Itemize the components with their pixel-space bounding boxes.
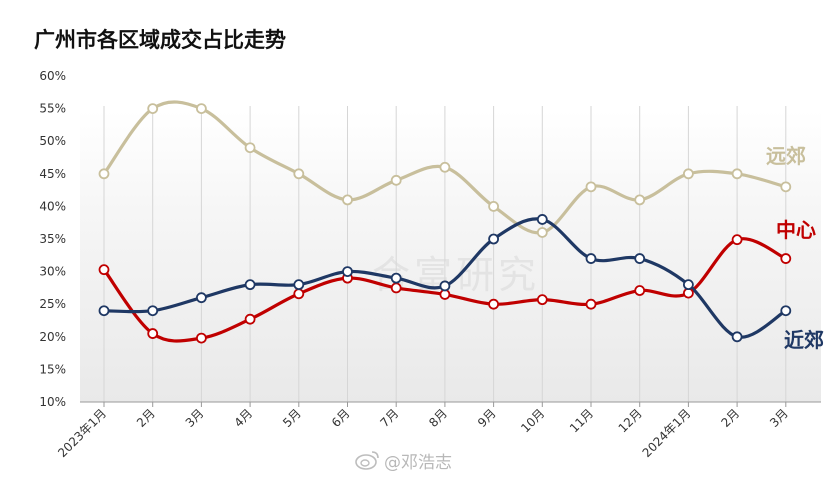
- x-tick-label: 2024年1月: [640, 406, 694, 460]
- data-point: [98, 264, 110, 276]
- x-tick-label: 3月: [767, 406, 791, 430]
- data-point: [244, 313, 256, 325]
- data-point: [293, 279, 305, 291]
- x-tick-label: 12月: [616, 406, 645, 435]
- data-point: [683, 279, 694, 291]
- data-point: [342, 194, 353, 206]
- data-point: [147, 305, 159, 317]
- y-tick-label: 40%: [39, 199, 66, 213]
- data-point: [147, 103, 159, 114]
- data-point: [634, 253, 646, 264]
- x-tick-label: 6月: [329, 406, 353, 430]
- data-point: [780, 305, 792, 317]
- data-point: [585, 253, 597, 264]
- data-point: [488, 298, 500, 310]
- data-point: [536, 294, 548, 306]
- series-label: 中心: [776, 218, 816, 242]
- x-tick-label: 2023年1月: [55, 406, 109, 460]
- x-tick-label: 7月: [378, 406, 402, 430]
- y-tick-label: 35%: [39, 232, 66, 246]
- data-point: [585, 181, 597, 193]
- weibo-attribution: @邓浩志: [355, 451, 452, 473]
- x-tick-label: 10月: [518, 406, 547, 435]
- data-point: [731, 234, 743, 246]
- data-point: [780, 181, 792, 193]
- y-tick-label: 60%: [39, 69, 66, 83]
- data-point: [585, 298, 597, 310]
- x-tick-label: 9月: [475, 406, 499, 430]
- chart-title: 广州市各区域成交占比走势: [34, 28, 286, 52]
- data-point: [293, 168, 305, 180]
- plot-background: [80, 110, 821, 402]
- y-tick-label: 15%: [39, 362, 66, 376]
- data-point: [244, 142, 256, 154]
- data-point: [195, 103, 207, 114]
- data-point: [98, 305, 110, 317]
- data-point: [98, 168, 110, 180]
- data-point: [439, 161, 451, 173]
- data-point: [634, 285, 646, 296]
- data-point: [147, 328, 159, 339]
- y-tick-label: 20%: [39, 330, 66, 344]
- data-point: [293, 288, 305, 300]
- x-tick-label: 5月: [280, 406, 304, 430]
- x-tick-label: 2月: [134, 406, 158, 430]
- x-tick-label: 8月: [426, 406, 450, 430]
- x-tick-label: 2月: [718, 406, 742, 430]
- data-point: [731, 331, 743, 343]
- y-tick-label: 45%: [39, 167, 66, 181]
- data-point: [536, 214, 548, 225]
- data-point: [780, 253, 792, 264]
- y-tick-label: 55%: [39, 102, 66, 116]
- data-point: [195, 332, 207, 344]
- data-point: [390, 272, 402, 284]
- data-point: [439, 280, 451, 292]
- data-point: [342, 266, 353, 278]
- data-point: [244, 279, 256, 291]
- data-point: [390, 174, 402, 186]
- y-tick-label: 10%: [39, 395, 66, 409]
- y-tick-label: 30%: [39, 265, 66, 279]
- data-point: [390, 282, 402, 294]
- data-point: [488, 233, 500, 245]
- x-tick-label: 4月: [231, 406, 255, 430]
- data-point: [731, 168, 743, 180]
- data-point: [536, 227, 548, 238]
- data-point: [195, 292, 207, 304]
- y-tick-label: 50%: [39, 134, 66, 148]
- data-point: [634, 194, 646, 206]
- data-point: [683, 168, 694, 180]
- y-tick-label: 25%: [39, 297, 66, 311]
- weibo-icon: [355, 451, 379, 470]
- x-tick-label: 11月: [567, 406, 596, 435]
- series-label: 近郊: [784, 328, 824, 352]
- x-tick-label: 3月: [183, 406, 207, 430]
- data-point: [488, 200, 500, 212]
- series-points: [98, 103, 792, 344]
- weibo-handle: @邓浩志: [384, 453, 452, 473]
- y-axis: 10% 15% 20% 25% 30% 35% 40% 45% 50% 55% 60%: [39, 69, 66, 409]
- series-label: 远郊: [766, 144, 806, 168]
